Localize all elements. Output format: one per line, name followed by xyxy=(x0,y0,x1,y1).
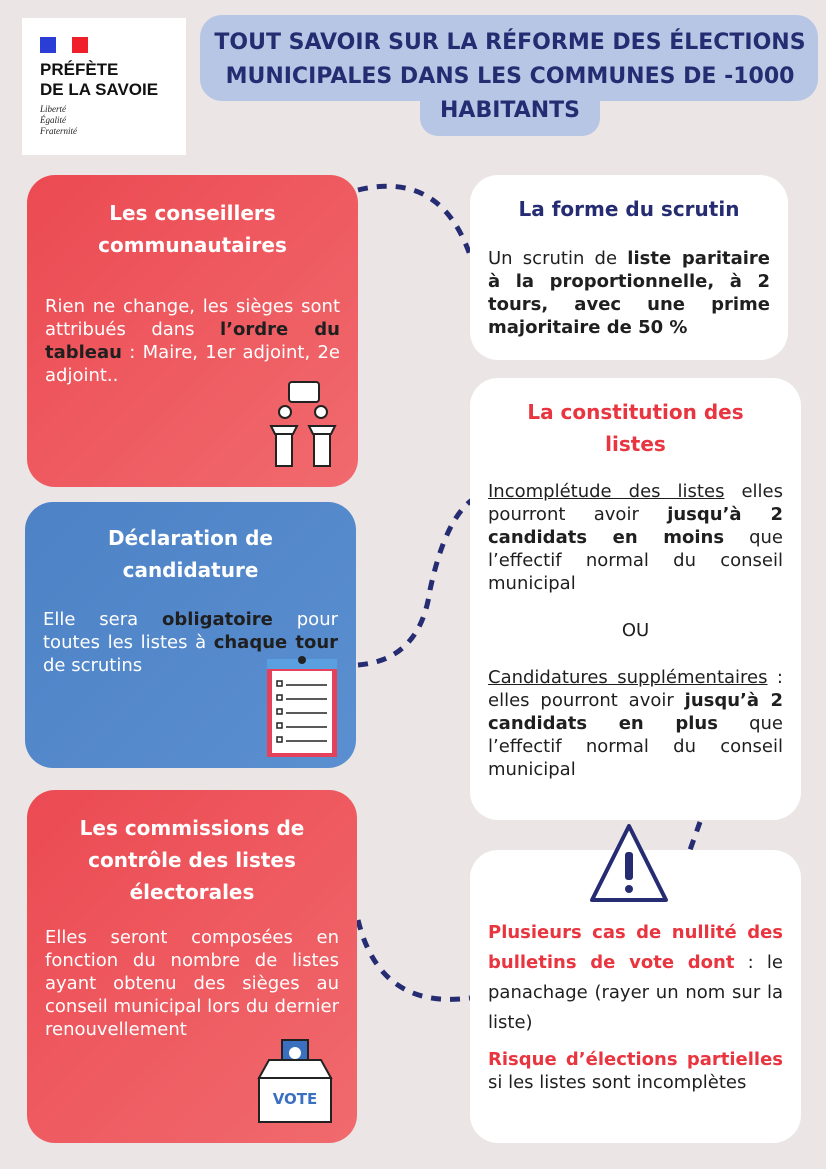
card-text-nullite: Plusieurs cas de nullité des bulletins d… xyxy=(488,922,783,1033)
card-text: Rien ne change, les sièges sont attribué… xyxy=(45,296,340,386)
logo-motto: Liberté Égalité Fraternité xyxy=(40,104,77,136)
ballot-box-icon: VOTE xyxy=(257,1038,333,1124)
card-text: Elles seront composées en fonction du no… xyxy=(45,927,339,1040)
card-title: Les conseillers communautaires xyxy=(98,201,287,257)
connector-3 xyxy=(355,919,471,1002)
card-text: Un scrutin de liste paritaire à la propo… xyxy=(488,248,770,338)
card-listes: La constitution des listes Incomplétude … xyxy=(470,378,801,820)
card-title: La constitution des listes xyxy=(527,400,744,456)
title-banner-tab xyxy=(420,80,600,136)
card-text-incompletude: Incomplétude des listes elles pourront a… xyxy=(488,481,784,594)
card-text: Elle sera obligatoire pour toutes les li… xyxy=(43,609,339,676)
card-text-risque: Risque d’élections partielles si les lis… xyxy=(488,1049,783,1093)
logo-name: PRÉFÈTE DE LA SAVOIE xyxy=(40,60,159,99)
or-separator: OU xyxy=(621,620,650,641)
vote-label: VOTE xyxy=(272,1090,318,1108)
card-declaration: Déclaration de candidature Elle sera obl… xyxy=(25,502,356,768)
card-scrutin: La forme du scrutin Un scrutin de liste … xyxy=(470,175,788,360)
clipboard-checklist-icon xyxy=(267,656,337,757)
card-title: La forme du scrutin xyxy=(518,197,740,221)
podium-speakers-icon xyxy=(269,381,337,467)
connector-2 xyxy=(357,497,474,668)
card-title: Les commissions de contrôle des listes é… xyxy=(79,816,305,904)
connector-4 xyxy=(687,821,703,851)
page-title: TOUT SAVOIR SUR LA RÉFORME DES ÉLECTIONS… xyxy=(214,30,806,123)
card-commissions: Les commissions de contrôle des listes é… xyxy=(27,790,357,1143)
connector-1 xyxy=(357,183,473,256)
card-title: Déclaration de candidature xyxy=(108,526,273,582)
prefecture-logo: PRÉFÈTE DE LA SAVOIE Liberté Égalité Frater… xyxy=(22,18,186,155)
card-conseillers: Les conseillers communautaires Rien ne c… xyxy=(27,175,358,487)
marianne-flag-icon xyxy=(40,37,88,53)
warning-icon xyxy=(590,824,668,902)
card-text-supplementaires: Candidatures supplémentaires : elles pou… xyxy=(488,667,783,780)
